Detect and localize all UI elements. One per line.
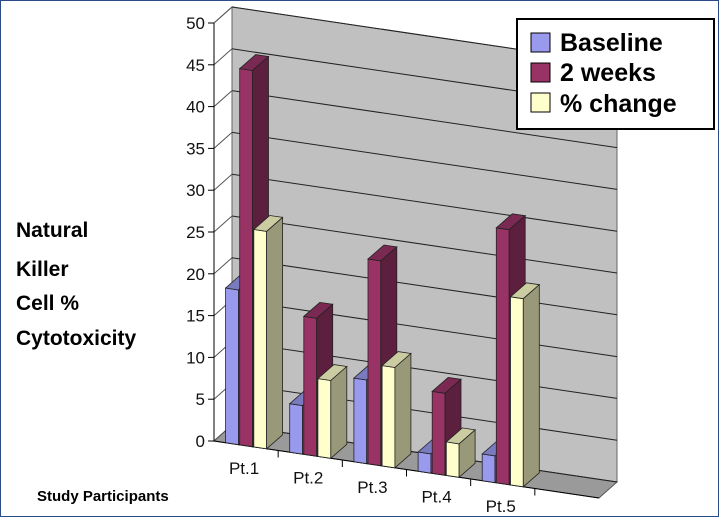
y-tick-label: 20: [186, 265, 205, 284]
bar-front: [303, 315, 318, 457]
y-axis-label-line-3: Cell %: [16, 292, 79, 315]
bars: [224, 54, 541, 488]
legend: Baseline 2 weeks % change: [516, 18, 715, 130]
side-gridline: [213, 132, 233, 149]
side-gridline: [213, 90, 233, 107]
bar-front: [253, 229, 268, 450]
y-axis-label-line-2: Killer: [16, 258, 69, 281]
bar-side: [458, 429, 476, 479]
y-tick-label: 40: [186, 98, 205, 117]
bar-front: [317, 378, 332, 459]
gridline: [231, 340, 618, 399]
y-tick-label: 15: [186, 307, 205, 326]
y-axis-label-line-1: Natural: [16, 219, 88, 242]
y-tick-label: 0: [196, 432, 205, 451]
bar-front: [289, 403, 304, 455]
y-tick-label: 35: [186, 139, 205, 158]
y-tick-label: 50: [186, 14, 205, 33]
y-axis-label: Natural Killer Cell % Cytotoxicity: [16, 219, 137, 350]
bar-front: [239, 68, 253, 448]
x-axis-label: Study Participants: [37, 488, 169, 505]
y-tick-label: 45: [186, 56, 205, 75]
side-gridline: [213, 173, 233, 191]
gridline: [231, 299, 618, 358]
bar-front: [510, 296, 524, 488]
y-tick-label: 10: [186, 348, 205, 367]
bar-front: [417, 451, 432, 474]
legend-label-pct-change: % change: [560, 90, 677, 118]
side-gridline: [213, 257, 233, 275]
bar-side: [522, 283, 540, 488]
legend-label-baseline: Baseline: [560, 29, 663, 57]
y-tick-label: 25: [186, 223, 205, 242]
gridlines: [208, 6, 618, 499]
bar-side: [266, 216, 284, 450]
x-tick-label: Pt.3: [357, 478, 387, 497]
bar-side: [394, 352, 412, 469]
x-tick-label: Pt.5: [486, 497, 516, 516]
bar--change-pt-2: [316, 364, 348, 460]
side-gridline: [213, 48, 233, 66]
y-tick-label: 5: [196, 390, 205, 409]
bar-front: [225, 287, 239, 446]
legend-swatch-2-weeks: [530, 62, 551, 83]
bar-front: [495, 227, 510, 486]
bar-side: [330, 365, 348, 460]
bar--change-pt-4: [445, 427, 477, 479]
legend-swatch-baseline: [530, 32, 551, 53]
bar-front: [445, 441, 460, 478]
side-gridline: [213, 215, 233, 233]
y-tick-labels: 0 5 10 15 20 25 30 35 40 45 50: [186, 14, 205, 451]
bar--change-pt-3: [381, 351, 412, 469]
bar--change-pt-5: [509, 282, 541, 488]
bar-front: [353, 377, 368, 465]
bar-front: [367, 258, 382, 467]
x-tick-labels: Pt.1 Pt.2 Pt.3 Pt.4 Pt.5: [229, 459, 516, 516]
gridline: [231, 257, 618, 316]
x-tick-label: Pt.1: [229, 459, 259, 478]
x-tick-label: Pt.2: [293, 468, 323, 487]
gridline: [231, 382, 618, 441]
bar--change-pt-1: [252, 215, 284, 450]
gridline: [231, 215, 618, 274]
bar-front: [381, 365, 396, 469]
y-tick-label: 30: [186, 181, 205, 200]
y-axis-label-line-4: Cytotoxicity: [16, 327, 137, 350]
gridline: [231, 173, 618, 232]
legend-label-2-weeks: 2 weeks: [560, 59, 656, 87]
legend-swatch-pct-change: [530, 92, 551, 113]
gridline: [231, 90, 618, 149]
bar-front: [431, 390, 446, 476]
x-tick-label: Pt.4: [421, 487, 451, 506]
bar-front: [481, 453, 496, 484]
side-gridline: [213, 6, 233, 24]
gridline: [231, 131, 618, 190]
